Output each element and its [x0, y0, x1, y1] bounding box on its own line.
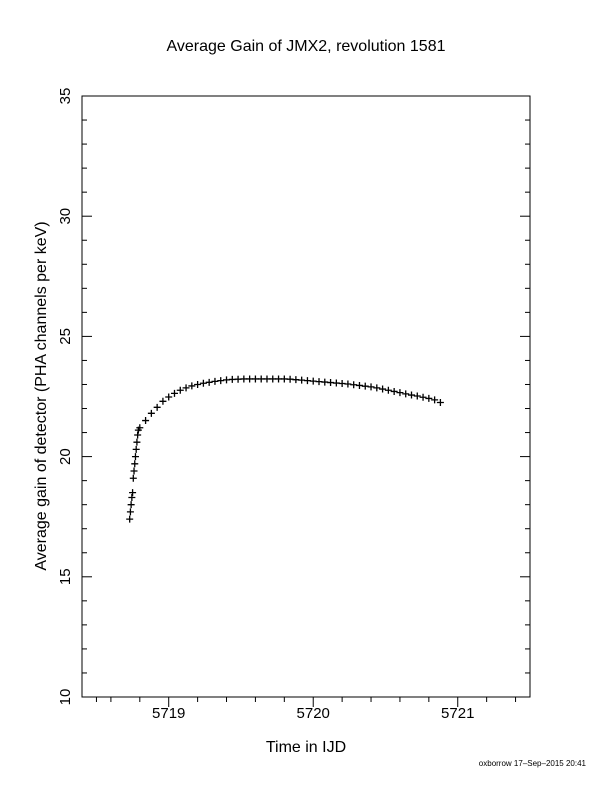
marker: [142, 417, 150, 425]
marker: [217, 377, 225, 385]
marker: [355, 381, 363, 389]
marker: [131, 453, 139, 461]
marker: [176, 386, 184, 394]
y-tick-label: 10: [57, 689, 74, 706]
marker: [436, 399, 444, 407]
footer: oxborrow 17–Sep–2015 20:41: [479, 759, 587, 768]
marker: [413, 392, 421, 400]
plot-frame: [81, 95, 531, 698]
marker: [128, 493, 136, 501]
marker: [132, 445, 140, 453]
marker: [431, 396, 439, 404]
marker: [407, 391, 415, 399]
marker: [188, 382, 196, 390]
marker: [133, 438, 141, 446]
marker: [170, 389, 178, 397]
y-tick-label: 30: [57, 208, 74, 225]
x-tick-label: 5720: [297, 705, 330, 722]
marker: [194, 380, 202, 388]
marker: [205, 378, 213, 386]
marker: [425, 394, 433, 402]
y-tick-label: 20: [57, 448, 74, 465]
marker: [350, 381, 358, 389]
y-tick-label: 15: [57, 568, 74, 585]
y-tick-label: 25: [57, 328, 74, 345]
marker: [129, 474, 137, 482]
marker: [419, 393, 427, 401]
marker: [361, 382, 369, 390]
x-tick-label: 5721: [441, 705, 474, 722]
marker: [199, 379, 207, 387]
marker: [131, 460, 139, 468]
marker: [390, 387, 398, 395]
marker: [159, 397, 167, 405]
marker: [147, 409, 155, 417]
marker: [344, 380, 352, 388]
marker: [165, 393, 173, 401]
marker: [402, 390, 410, 398]
marker: [367, 383, 375, 391]
marker: [129, 489, 137, 497]
marker: [127, 501, 135, 509]
marker: [182, 384, 190, 392]
marker: [134, 431, 142, 439]
y-axis-label: Average gain of detector (PHA channels p…: [33, 221, 50, 570]
marker: [126, 508, 134, 516]
chart-title: Average Gain of JMX2, revolution 1581: [167, 38, 446, 55]
marker: [130, 467, 138, 475]
marker: [396, 389, 404, 397]
x-tick-label: 5719: [152, 705, 185, 722]
y-tick-label: 35: [57, 88, 74, 105]
x-axis-label: Time in IJD: [266, 739, 346, 756]
marker: [211, 377, 219, 385]
marker: [384, 386, 392, 394]
marker: [373, 384, 381, 392]
marker: [379, 385, 387, 393]
marker: [136, 424, 144, 432]
marker: [126, 515, 134, 523]
marker: [153, 403, 161, 411]
